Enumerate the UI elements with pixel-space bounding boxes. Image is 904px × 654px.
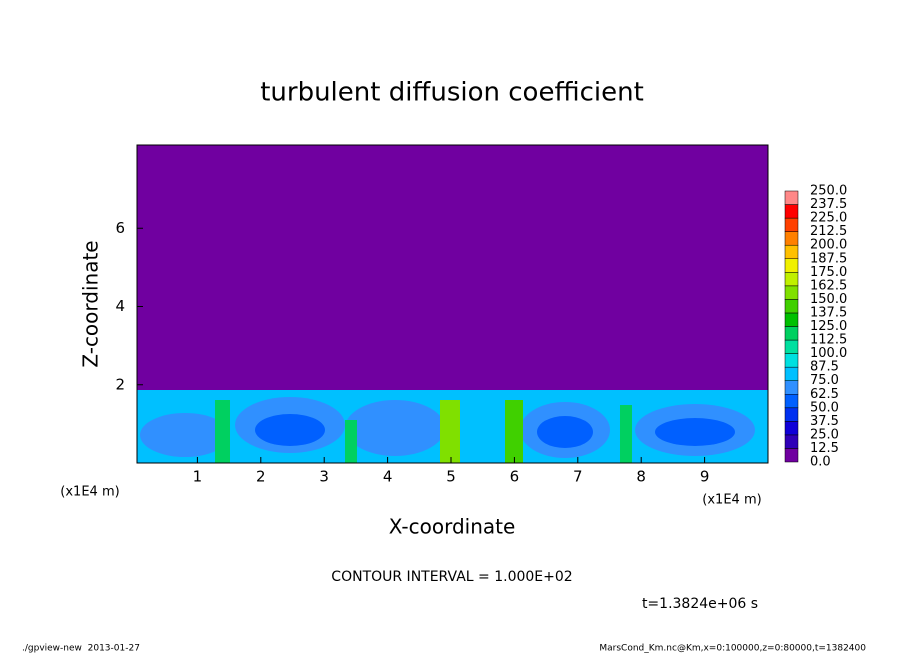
colorbar-band	[784, 272, 799, 287]
y-unit: (x1E4 m)	[60, 485, 119, 500]
field	[136, 144, 769, 464]
colorbar-label: 87.5	[810, 360, 839, 375]
colorbar-label: 137.5	[810, 305, 847, 320]
colorbar-band	[784, 394, 799, 409]
contour-interval: CONTOUR INTERVAL = 1.000E+02	[331, 569, 572, 585]
colorbar-band	[784, 190, 799, 205]
colorbar-band	[784, 312, 799, 327]
footer-left: ./gpview-new 2013-01-27	[22, 644, 140, 654]
x-tick-label: 5	[446, 468, 456, 486]
colorbar-label: 237.5	[810, 197, 847, 212]
x-tick-label: 1	[193, 468, 203, 486]
colorbar-band	[784, 299, 799, 314]
plume	[620, 405, 632, 463]
x-tick-label: 3	[319, 468, 329, 486]
colorbar-band	[784, 448, 799, 463]
y-tick-label: 2	[115, 375, 125, 393]
eddy-core	[255, 414, 325, 446]
x-axis-label: X-coordinate	[389, 515, 516, 539]
colorbar-band	[784, 339, 799, 354]
colorbar-label: 112.5	[810, 333, 847, 348]
x-tick-label: 7	[573, 468, 583, 486]
colorbar-band	[784, 204, 799, 219]
x-tick-label: 8	[636, 468, 646, 486]
colorbar-label: 175.0	[810, 265, 847, 280]
colorbar-label: 75.0	[810, 373, 839, 388]
y-tick-label: 4	[115, 297, 125, 315]
colorbar-label: 25.0	[810, 427, 839, 442]
eddy-core	[655, 418, 735, 446]
colorbar-label: 100.0	[810, 346, 847, 361]
y-tick-label: 6	[115, 219, 125, 237]
colorbar-band	[784, 434, 799, 449]
colorbar-label: 150.0	[810, 292, 847, 307]
eddy	[345, 400, 445, 456]
colorbar-band	[784, 421, 799, 436]
colorbar-band	[784, 326, 799, 341]
time-label: t=1.3824e+06 s	[642, 596, 758, 612]
plume	[215, 400, 230, 463]
colorbar-band	[784, 244, 799, 259]
eddy-core	[537, 416, 593, 448]
colorbar-label: 37.5	[810, 414, 839, 429]
plume	[345, 420, 357, 463]
colorbar-label: 0.0	[810, 455, 831, 470]
y-axis-label: Z-coordinate	[79, 240, 103, 367]
x-tick-label: 2	[256, 468, 266, 486]
colorbar-label: 62.5	[810, 387, 839, 402]
x-unit: (x1E4 m)	[702, 493, 761, 508]
colorbar-band	[784, 407, 799, 422]
colorbar-band	[784, 366, 799, 381]
colorbar-label: 250.0	[810, 184, 847, 199]
colorbar-band	[784, 217, 799, 232]
colorbar-label: 12.5	[810, 441, 839, 456]
colorbar-band	[784, 285, 799, 300]
x-tick-label: 9	[700, 468, 710, 486]
x-tick-label: 6	[510, 468, 520, 486]
chart-title: turbulent diffusion coefficient	[260, 78, 644, 108]
colorbar-label: 50.0	[810, 400, 839, 415]
plume	[505, 400, 523, 463]
footer-right: MarsCond_Km.nc@Km,x=0:100000,z=0:80000,t…	[599, 644, 866, 654]
colorbar-band	[784, 231, 799, 246]
colorbar-band	[784, 258, 799, 273]
colorbar-label: 225.0	[810, 211, 847, 226]
colorbar-band	[784, 380, 799, 395]
colorbar-label: 200.0	[810, 238, 847, 253]
x-tick-label: 4	[383, 468, 393, 486]
eddy	[140, 413, 230, 457]
colorbar-label: 212.5	[810, 224, 847, 239]
plot-frame	[136, 144, 769, 464]
colorbar-label: 125.0	[810, 319, 847, 334]
colorbar-label: 162.5	[810, 278, 847, 293]
colorbar-band	[784, 353, 799, 368]
plume	[440, 400, 460, 463]
colorbar-label: 187.5	[810, 251, 847, 266]
